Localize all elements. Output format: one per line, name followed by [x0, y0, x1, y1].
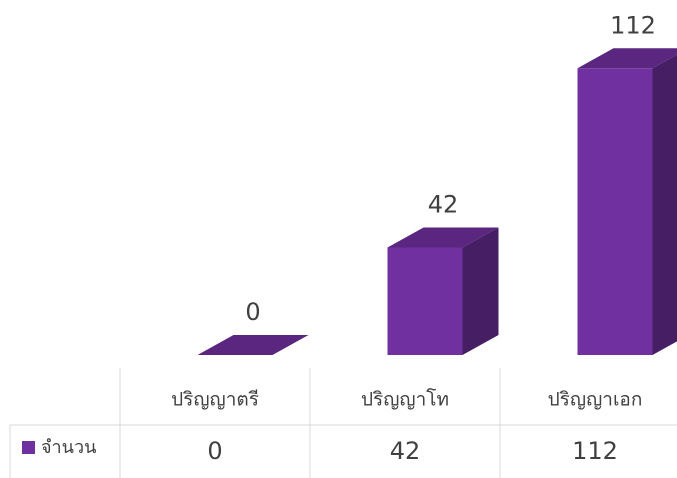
legend-swatch	[22, 441, 35, 454]
x-tick-label: ปริญญาโท	[361, 388, 449, 411]
bar-side	[462, 227, 499, 355]
bar	[387, 227, 499, 355]
bar-front	[577, 68, 653, 355]
x-tick-label: ปริญญาตรี	[171, 389, 259, 411]
bar	[577, 48, 677, 355]
bar-top	[387, 227, 499, 248]
table-cell: 42	[390, 437, 421, 465]
bar-front	[387, 247, 463, 355]
bar	[197, 335, 309, 355]
bar-top	[197, 335, 309, 355]
table-cell: 112	[572, 437, 618, 465]
x-tick-label: ปริญญาเอก	[548, 389, 643, 411]
data-label: 112	[610, 11, 656, 39]
legend-label: จำนวน	[41, 437, 96, 458]
bar-side	[652, 54, 677, 355]
bar-top	[577, 48, 677, 69]
table-cell: 0	[207, 437, 222, 465]
data-label: 42	[428, 190, 459, 218]
data-label: 0	[245, 298, 260, 326]
